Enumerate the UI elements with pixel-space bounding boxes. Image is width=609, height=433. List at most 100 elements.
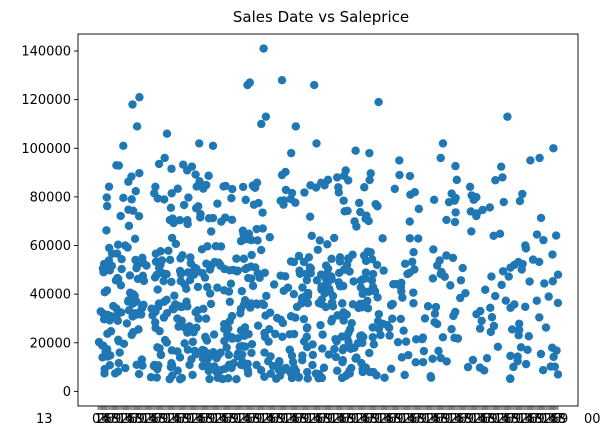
data-point xyxy=(294,373,303,382)
x-tick-label: 1 xyxy=(141,412,149,427)
data-point xyxy=(154,159,164,169)
x-tick-label: 4 xyxy=(407,412,415,427)
data-point xyxy=(347,319,356,328)
data-point xyxy=(367,255,377,264)
data-point xyxy=(129,292,139,302)
data-point xyxy=(102,201,112,211)
data-point xyxy=(373,202,382,211)
x-tick-label: 5 xyxy=(198,412,206,427)
x-tick-label: 4 xyxy=(266,412,274,427)
data-point xyxy=(246,274,256,283)
data-point xyxy=(405,268,414,278)
data-point xyxy=(382,320,392,330)
data-point xyxy=(323,175,333,185)
data-point xyxy=(550,362,560,371)
x-tick-label: 7 xyxy=(320,412,328,427)
y-tick-label: 140000 xyxy=(21,45,71,60)
x-tick-label: 6 xyxy=(529,412,537,427)
data-point xyxy=(238,235,248,245)
data-point xyxy=(260,372,269,381)
data-point xyxy=(429,245,438,254)
data-point xyxy=(262,291,271,301)
x-tick-label: 5 xyxy=(551,412,559,427)
data-point xyxy=(236,309,245,318)
x-tick-label: 0 xyxy=(257,412,265,427)
x-tick-label: 7 xyxy=(508,412,516,427)
data-point xyxy=(337,332,347,341)
x-tick-label: 6 xyxy=(153,412,161,427)
data-point xyxy=(552,346,561,355)
x-tick-label: 4 xyxy=(360,412,368,427)
data-point xyxy=(432,261,442,270)
x-tick-label: 1 xyxy=(377,412,385,427)
x-tick-label: 2 xyxy=(144,412,152,427)
data-point xyxy=(241,195,250,205)
x-tick-label: 1 xyxy=(259,412,267,427)
x-tick-label: 9 xyxy=(560,412,568,427)
data-point xyxy=(436,269,445,279)
data-point xyxy=(188,370,197,380)
data-point xyxy=(121,363,130,373)
data-point xyxy=(339,265,349,274)
data-point xyxy=(276,271,285,280)
data-point xyxy=(162,129,172,138)
data-point xyxy=(152,270,161,280)
data-point xyxy=(302,324,312,333)
data-point xyxy=(119,141,128,151)
data-point xyxy=(165,255,175,265)
data-point xyxy=(204,366,213,376)
data-point xyxy=(137,355,147,364)
data-point xyxy=(429,195,439,204)
data-point xyxy=(226,279,236,288)
data-point xyxy=(364,216,373,226)
x-tick-label: 2 xyxy=(355,412,363,427)
x-tick-label-last: 00 xyxy=(584,412,601,427)
x-tick-label: 7 xyxy=(132,412,140,427)
data-point xyxy=(536,349,546,359)
x-tick-label: 2 xyxy=(97,412,105,427)
data-point xyxy=(166,203,176,212)
data-point xyxy=(475,324,485,333)
data-point xyxy=(250,183,260,193)
data-point xyxy=(411,358,420,367)
x-tick-label: 7 xyxy=(367,412,375,427)
data-point xyxy=(256,366,266,375)
data-point xyxy=(131,187,140,196)
x-tick-label: 9 xyxy=(348,412,356,427)
x-tick-label: 7 xyxy=(344,412,352,427)
data-point xyxy=(358,275,367,284)
data-point xyxy=(318,344,327,353)
data-point xyxy=(227,193,236,203)
x-tick-label: 4 xyxy=(501,412,509,427)
data-point xyxy=(367,276,377,285)
x-tick-label: 6 xyxy=(388,412,396,427)
data-point xyxy=(308,360,317,370)
data-point xyxy=(285,330,294,339)
data-point xyxy=(405,234,415,243)
data-point xyxy=(167,233,177,243)
data-point xyxy=(218,374,227,384)
data-point xyxy=(129,206,138,216)
data-point xyxy=(388,299,397,309)
x-tick-label: 1 xyxy=(188,412,196,427)
x-tick-label: 2 xyxy=(473,412,481,427)
data-point xyxy=(187,355,196,364)
data-point xyxy=(397,278,406,287)
x-tick-label: 6 xyxy=(224,412,232,427)
x-tick-label: 3 xyxy=(546,412,554,427)
data-point xyxy=(400,259,410,269)
data-point xyxy=(100,265,109,275)
data-point xyxy=(180,280,190,289)
y-tick-label: 80000 xyxy=(30,190,71,205)
data-point xyxy=(365,148,374,158)
data-point xyxy=(333,173,342,182)
x-tick-label: 5 xyxy=(221,412,229,427)
data-point xyxy=(227,311,237,321)
data-point xyxy=(303,367,312,377)
data-point xyxy=(276,196,285,205)
data-point xyxy=(302,332,312,342)
data-point xyxy=(191,170,200,179)
data-point xyxy=(208,213,218,223)
data-point xyxy=(238,182,248,192)
data-point xyxy=(260,332,270,342)
